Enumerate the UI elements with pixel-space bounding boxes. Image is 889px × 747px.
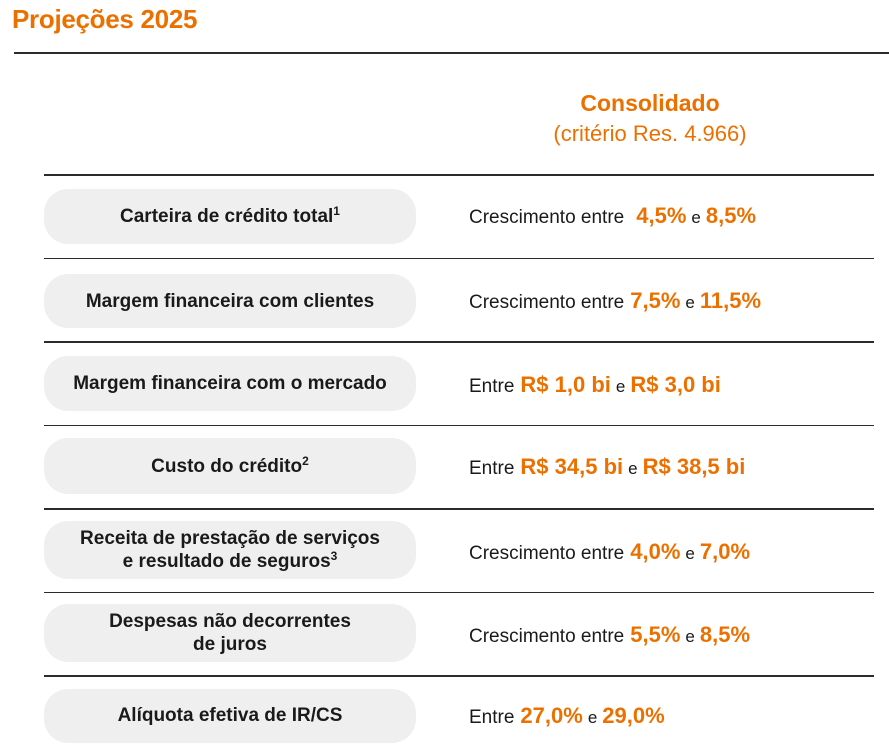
table-row: Margem financeira com o mercado Entre R$…	[44, 343, 874, 425]
row-divider	[44, 341, 874, 343]
table-row: Receita de prestação de serviços e result…	[44, 510, 874, 592]
row-label: Despesas não decorrentes de juros	[44, 604, 416, 662]
table-row: Margem financeira com clientes Crescimen…	[44, 259, 874, 341]
row-divider	[44, 508, 874, 510]
row-label: Carteira de crédito total1	[44, 188, 416, 244]
row-value: Entre 27,0% e 29,0%	[469, 702, 665, 728]
table-row: Despesas não decorrentes de juros Crescim…	[44, 593, 874, 675]
row-label: Alíquota efetiva de IR/CS	[44, 688, 416, 743]
table-row: Carteira de crédito total1 Crescimento e…	[44, 176, 874, 258]
column-header: Consolidado (critério Res. 4.966)	[490, 88, 810, 150]
row-label: Receita de prestação de serviços e result…	[44, 520, 416, 579]
title-divider	[14, 52, 889, 54]
row-divider	[44, 424, 874, 426]
row-value: Crescimento entre 4,0% e 7,0%	[469, 538, 751, 564]
row-value: Entre R$ 1,0 bi e R$ 3,0 bi	[469, 371, 721, 397]
table-row: Custo do crédito2 Entre R$ 34,5 bi e R$ …	[44, 426, 874, 508]
table-row: Alíquota efetiva de IR/CS Entre 27,0% e …	[44, 677, 874, 747]
row-divider	[44, 675, 874, 677]
row-label: Margem financeira com o mercado	[44, 355, 416, 411]
row-value: Entre R$ 34,5 bi e R$ 38,5 bi	[469, 454, 746, 479]
row-divider	[44, 257, 874, 259]
row-value: Crescimento entre 4,5% e 8,5%	[469, 202, 757, 228]
row-value: Crescimento entre 7,5% e 11,5%	[469, 288, 762, 313]
row-label: Custo do crédito2	[44, 438, 416, 494]
row-divider	[44, 174, 874, 176]
column-subtitle: (critério Res. 4.966)	[553, 121, 747, 146]
row-value: Crescimento entre 5,5% e 8,5%	[469, 622, 751, 647]
row-divider	[44, 591, 874, 593]
projections-table: Carteira de crédito total1 Crescimento e…	[44, 174, 874, 747]
column-title: Consolidado	[580, 90, 720, 116]
row-label: Margem financeira com clientes	[44, 274, 416, 328]
page-title: Projeções 2025	[12, 4, 198, 34]
